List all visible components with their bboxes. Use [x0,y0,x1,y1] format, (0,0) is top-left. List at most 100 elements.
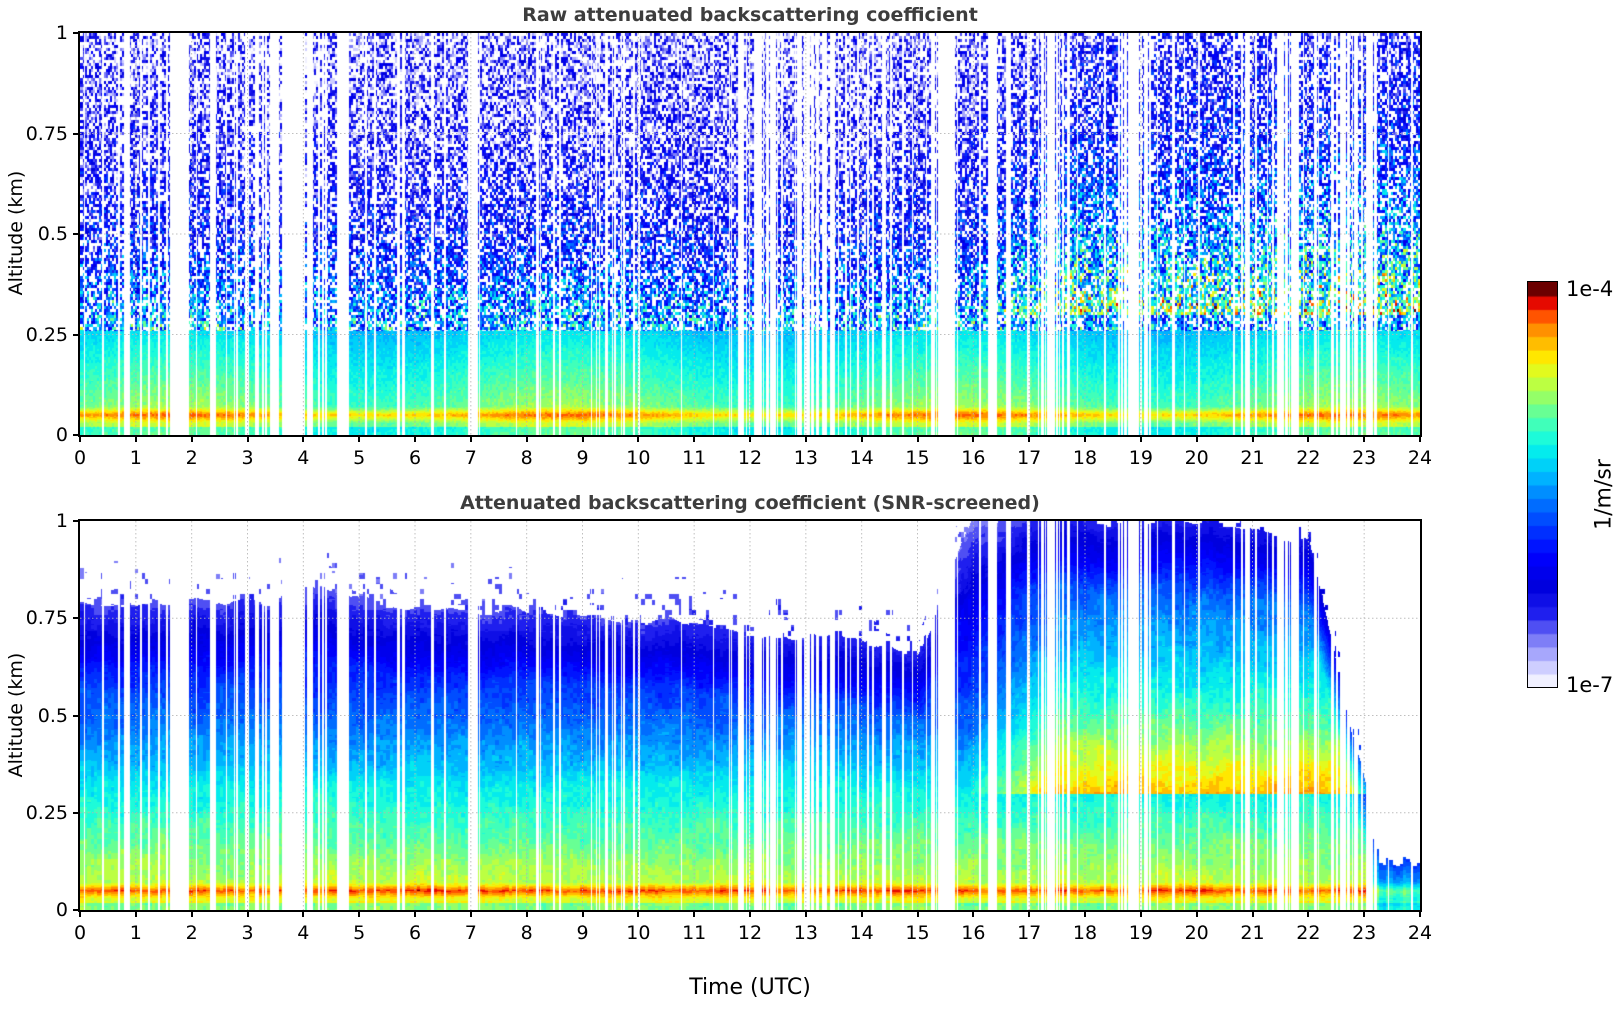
x-tick-mark [916,911,919,917]
x-tick-label: 2 [185,447,198,469]
x-tick-label: 0 [73,922,87,944]
x-tick-mark [134,911,137,917]
x-axis-label: Time (UTC) [689,975,811,1000]
x-tick-label: 17 [1017,447,1042,469]
x-tick-mark [1084,436,1086,442]
x-tick-label: 8 [520,447,533,469]
x-tick-label: 15 [905,447,930,469]
x-tick-label: 6 [408,447,422,469]
x-tick-label: 11 [682,447,707,469]
x-tick-mark [302,436,305,442]
x-tick-label: 18 [1072,447,1098,469]
x-tick-label: 11 [682,922,707,944]
x-tick-mark [581,911,584,917]
x-tick-label: 7 [464,447,477,469]
x-tick-mark [1195,911,1198,917]
x-tick-label: 21 [1240,447,1265,469]
x-tick-label: 23 [1352,447,1377,469]
x-tick-mark [358,436,361,442]
colorbar-max-label: 1e-4 [1566,277,1614,301]
x-tick-mark [972,911,975,917]
x-tick-mark [525,911,528,917]
y-tick-label: 0 [55,899,68,921]
y-tick-mark [73,434,79,436]
x-tick-label: 7 [464,922,477,944]
colorbar-min-label: 1e-7 [1566,673,1614,697]
x-tick-mark [1084,911,1086,917]
x-tick-label: 3 [241,447,254,469]
x-tick-label: 10 [626,922,651,944]
x-tick-label: 23 [1352,922,1377,944]
x-tick-mark [414,436,416,442]
y-tick-mark [73,909,79,911]
x-tick-label: 15 [905,922,930,944]
x-tick-mark [1139,911,1142,917]
x-tick-mark [1419,436,1421,442]
colorbar [1527,281,1558,688]
x-tick-label: 18 [1072,922,1098,944]
x-tick-mark [916,436,919,442]
y-tick-label: 0.75 [25,607,68,630]
y-tick-mark [73,714,79,717]
x-tick-mark [1251,436,1254,442]
x-tick-mark [358,911,361,917]
x-tick-label: 20 [1184,922,1209,944]
x-tick-mark [79,436,81,442]
x-tick-mark [134,436,137,442]
x-tick-mark [469,911,472,917]
x-tick-label: 17 [1017,922,1042,944]
x-tick-mark [749,436,751,442]
x-tick-label: 19 [1128,922,1153,944]
x-tick-label: 4 [297,447,310,469]
y-tick-mark [73,333,79,336]
x-tick-mark [1028,911,1031,917]
x-tick-label: 13 [793,447,818,469]
x-tick-mark [1307,436,1310,442]
panel-title-screened: Attenuated backscattering coefficient (S… [460,492,1040,514]
x-tick-mark [246,436,249,442]
y-tick-label: 0.5 [37,223,68,245]
y-tick-mark [73,617,79,620]
x-tick-label: 13 [793,922,818,944]
x-tick-mark [79,911,81,917]
x-tick-mark [1139,436,1142,442]
y-tick-label: 0.75 [25,122,68,145]
x-tick-mark [860,911,863,917]
heatmap-panel-screened [78,519,1422,912]
heatmap-panel-raw [78,31,1422,437]
x-tick-label: 5 [353,447,366,469]
x-tick-label: 14 [849,447,874,469]
y-tick-mark [73,811,79,814]
x-tick-label: 1 [129,922,142,944]
x-tick-label: 1 [129,447,142,469]
colorbar-unit-label: 1/m/sr [1591,459,1617,530]
heatmap-canvas-raw [80,33,1420,435]
x-tick-label: 22 [1296,447,1321,469]
x-tick-mark [804,911,807,917]
x-tick-label: 2 [185,922,198,944]
x-tick-mark [525,436,528,442]
x-tick-mark [972,436,975,442]
x-tick-mark [1251,911,1254,917]
x-tick-mark [637,911,640,917]
x-tick-mark [190,911,193,917]
x-tick-label: 22 [1296,922,1321,944]
x-tick-mark [693,911,696,917]
colorbar-gradient [1527,281,1558,688]
x-tick-mark [246,911,249,917]
x-tick-label: 9 [576,922,589,944]
y-tick-label: 0.25 [25,323,68,346]
x-tick-label: 10 [626,447,651,469]
x-tick-mark [860,436,863,442]
x-tick-mark [1028,436,1031,442]
x-tick-label: 12 [737,922,763,944]
x-tick-label: 20 [1184,447,1209,469]
x-tick-label: 3 [241,922,254,944]
x-tick-label: 5 [353,922,366,944]
x-tick-mark [749,911,751,917]
x-tick-label: 24 [1407,922,1433,944]
x-tick-label: 12 [737,447,763,469]
panel-title-raw: Raw attenuated backscattering coefficien… [522,4,978,26]
x-tick-label: 6 [408,922,422,944]
